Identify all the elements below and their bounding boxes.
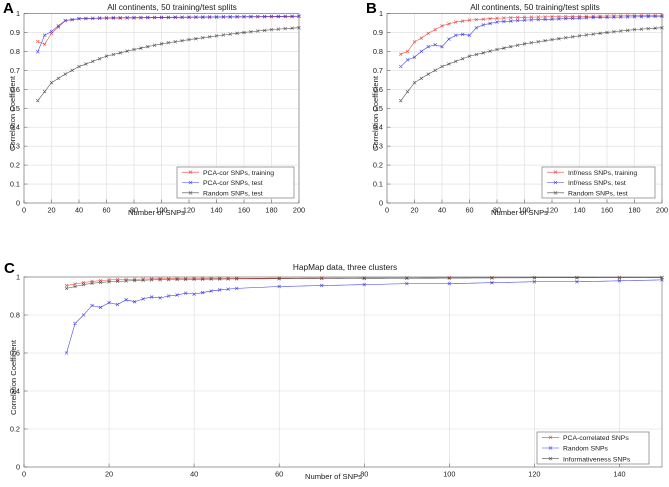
svg-text:60: 60 xyxy=(275,470,283,479)
svg-text:0.8: 0.8 xyxy=(10,311,20,320)
svg-text:PCA-correlated SNPs: PCA-correlated SNPs xyxy=(563,435,629,442)
svg-text:1: 1 xyxy=(16,273,20,282)
svg-text:40: 40 xyxy=(190,470,198,479)
svg-text:140: 140 xyxy=(613,470,625,479)
svg-text:100: 100 xyxy=(443,470,455,479)
svg-text:Informativeness SNPs: Informativeness SNPs xyxy=(563,456,631,463)
svg-text:Random SNPs: Random SNPs xyxy=(563,446,609,453)
svg-text:20: 20 xyxy=(105,470,113,479)
svg-text:120: 120 xyxy=(528,470,540,479)
svg-text:0: 0 xyxy=(22,470,26,479)
svg-text:0: 0 xyxy=(16,463,20,472)
svg-text:0.2: 0.2 xyxy=(10,425,20,434)
